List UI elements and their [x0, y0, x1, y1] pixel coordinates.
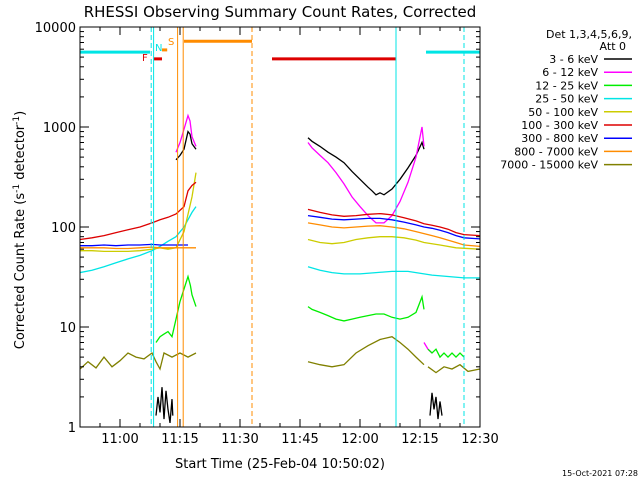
flag-bars-layer [80, 39, 480, 61]
x-tick-label-5: 12:15 [401, 432, 438, 447]
series-line-2-segment-1 [307, 294, 425, 322]
series-line-4-segment-0 [80, 172, 197, 253]
y-axis-label-sup2: -1 [12, 116, 22, 125]
legend-label-0: 3 - 6 keV [549, 53, 598, 66]
series-line-8-segment-0 [80, 352, 197, 371]
series-layer [80, 113, 480, 423]
series-line-8-segment-1 [307, 335, 425, 368]
y-axis: 1 10 100 1000 10000 [35, 21, 480, 436]
x-tick-label-3: 11:45 [281, 432, 318, 447]
series-line-8-segment-2 [427, 363, 480, 374]
y-tick-label-4: 10000 [35, 21, 76, 36]
series-line-1-segment-1 [307, 126, 425, 224]
x-tick-label-1: 11:15 [161, 432, 198, 447]
legend-label-5: 100 - 300 keV [521, 119, 598, 132]
legend-label-4: 50 - 100 keV [528, 106, 598, 119]
y-axis-label-sup1: -1 [12, 184, 22, 193]
y-tick-label-2: 100 [51, 221, 76, 236]
y-axis-label-mid: detector [13, 124, 28, 184]
chart-title: RHESSI Observing Summary Count Rates, Co… [84, 3, 477, 21]
flag-n-label: N [155, 43, 162, 54]
legend-label-8: 7000 - 15000 keV [500, 159, 598, 172]
x-tick-label-4: 12:00 [341, 432, 378, 447]
series-line-6-segment-1 [307, 214, 480, 240]
series-line-2-segment-0 [155, 274, 197, 343]
y-axis-label-main: Corrected Count Rate (s [13, 193, 28, 350]
y-tick-label-1: 10 [59, 321, 76, 336]
series-line-4-segment-1 [307, 236, 480, 250]
legend-header-line2: Att 0 [600, 40, 626, 53]
series-line-2-segment-2 [427, 348, 465, 359]
x-tick-label-0: 11:00 [101, 432, 138, 447]
series-line-7-segment-1 [307, 222, 480, 248]
series-line-7-segment-0 [80, 246, 196, 250]
legend-label-2: 12 - 25 keV [535, 79, 598, 92]
y-axis-label-end: ) [13, 111, 28, 116]
y-tick-label-0: 1 [68, 421, 76, 436]
legend-label-3: 25 - 50 keV [535, 93, 598, 106]
series-line-0-segment-0 [155, 387, 174, 423]
x-axis: 11:00 11:15 11:30 11:45 12:00 12:15 12:30 [79, 27, 499, 447]
generated-timestamp: 15-Oct-2021 07:28 [562, 469, 638, 478]
series-line-3-segment-1 [307, 266, 480, 279]
series-line-5-segment-1 [307, 208, 480, 237]
series-line-0-segment-3 [429, 392, 443, 420]
flag-f-label: F [142, 53, 148, 64]
series-line-6-segment-0 [80, 243, 188, 247]
legend-label-6: 300 - 800 keV [521, 132, 598, 145]
series-line-3-segment-0 [80, 206, 197, 274]
x-axis-label: Start Time (25-Feb-04 10:50:02) [175, 457, 385, 472]
y-axis-label: Corrected Count Rate (s-1 detector-1) [12, 111, 28, 349]
x-tick-label-2: 11:30 [221, 432, 258, 447]
y-tick-label-3: 1000 [43, 121, 76, 136]
series-line-1-segment-0 [175, 113, 197, 153]
series-line-5-segment-0 [80, 181, 197, 241]
legend-header-line1: Det 1,3,4,5,6,9, [546, 28, 632, 41]
legend-label-1: 6 - 12 keV [542, 66, 598, 79]
x-tick-label-6: 12:30 [461, 432, 498, 447]
series-line-0-segment-1 [175, 130, 197, 161]
series-line-0-segment-2 [307, 137, 425, 196]
legend-label-7: 800 - 7000 keV [514, 145, 598, 158]
flag-s-label: S [168, 37, 174, 48]
